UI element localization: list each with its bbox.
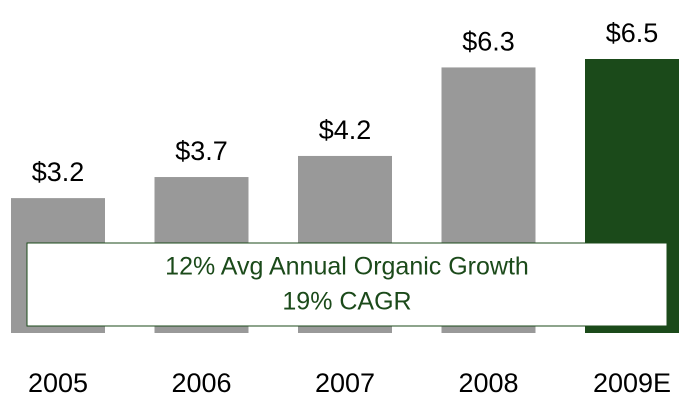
data-label: $6.3 <box>462 27 515 57</box>
x-tick-label: 2006 <box>171 368 231 398</box>
data-label: $3.2 <box>32 157 85 187</box>
data-label: $4.2 <box>319 115 372 145</box>
data-label: $3.7 <box>175 136 228 166</box>
annotation: 12% Avg Annual Organic Growth <box>165 253 529 281</box>
x-tick-label: 2005 <box>28 368 88 398</box>
x-tick-label: 2009E <box>593 368 671 398</box>
annotation-box <box>26 242 668 327</box>
annotation: 19% CAGR <box>282 288 411 316</box>
x-tick-label: 2007 <box>315 368 375 398</box>
data-label: $6.5 <box>606 18 659 48</box>
x-tick-label: 2008 <box>458 368 518 398</box>
